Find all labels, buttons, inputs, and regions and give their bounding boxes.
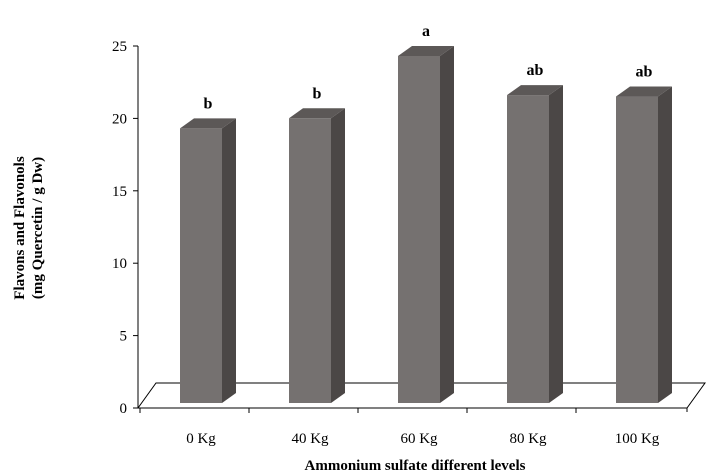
y-axis-title: Flavons and Flavonols (mg Quercetin / g … — [12, 156, 46, 300]
data-label: b — [204, 95, 213, 112]
y-tick-label: 5 — [120, 329, 128, 345]
y-tick-label: 15 — [112, 184, 127, 200]
bar-2 — [398, 46, 454, 403]
bar-side — [440, 46, 454, 403]
data-label: b — [313, 85, 322, 102]
data-label: ab — [527, 62, 544, 79]
bar-top — [289, 108, 345, 119]
data-label: a — [422, 23, 430, 40]
data-label: ab — [636, 64, 653, 81]
y-tick-label: 10 — [112, 256, 127, 272]
x-tick-label: 100 Kg — [615, 431, 660, 447]
data-labels: b b a ab ab — [204, 23, 653, 112]
bar-3 — [507, 85, 563, 403]
bar-side — [549, 85, 563, 403]
y-axis-title-line2: (mg Quercetin / g Dw) — [30, 157, 46, 299]
bar-top — [616, 86, 672, 97]
y-tick-labels: 0 5 10 15 20 25 — [112, 39, 127, 417]
bar-side — [331, 108, 345, 403]
y-tick-label: 25 — [112, 39, 127, 55]
bar-front — [180, 128, 222, 403]
x-axis-title: Ammonium sulfate different levels — [305, 458, 526, 474]
bar-front — [289, 118, 331, 403]
bar-side — [658, 86, 672, 403]
y-axis-title-line1: Flavons and Flavonols — [12, 156, 28, 300]
x-tick-labels: 0 Kg 40 Kg 60 Kg 80 Kg 100 Kg — [186, 431, 660, 447]
bar-side — [222, 118, 236, 404]
bar-front — [398, 56, 440, 403]
y-tick-label: 20 — [112, 111, 127, 127]
x-tick-label: 0 Kg — [186, 431, 216, 447]
bar-4 — [616, 86, 672, 403]
x-tick-label: 60 Kg — [400, 431, 438, 447]
y-axis — [133, 45, 577, 413]
bar-1 — [289, 108, 345, 403]
x-tick-label: 80 Kg — [509, 431, 547, 447]
bar-top — [507, 85, 563, 96]
bar-front — [507, 95, 549, 403]
bar-top — [398, 46, 454, 56]
bar-0 — [180, 118, 236, 404]
bar-top — [180, 118, 236, 129]
y-tick-label: 0 — [120, 401, 128, 417]
bar-front — [616, 96, 658, 403]
bars — [180, 46, 672, 404]
x-tick-label: 40 Kg — [291, 431, 329, 447]
